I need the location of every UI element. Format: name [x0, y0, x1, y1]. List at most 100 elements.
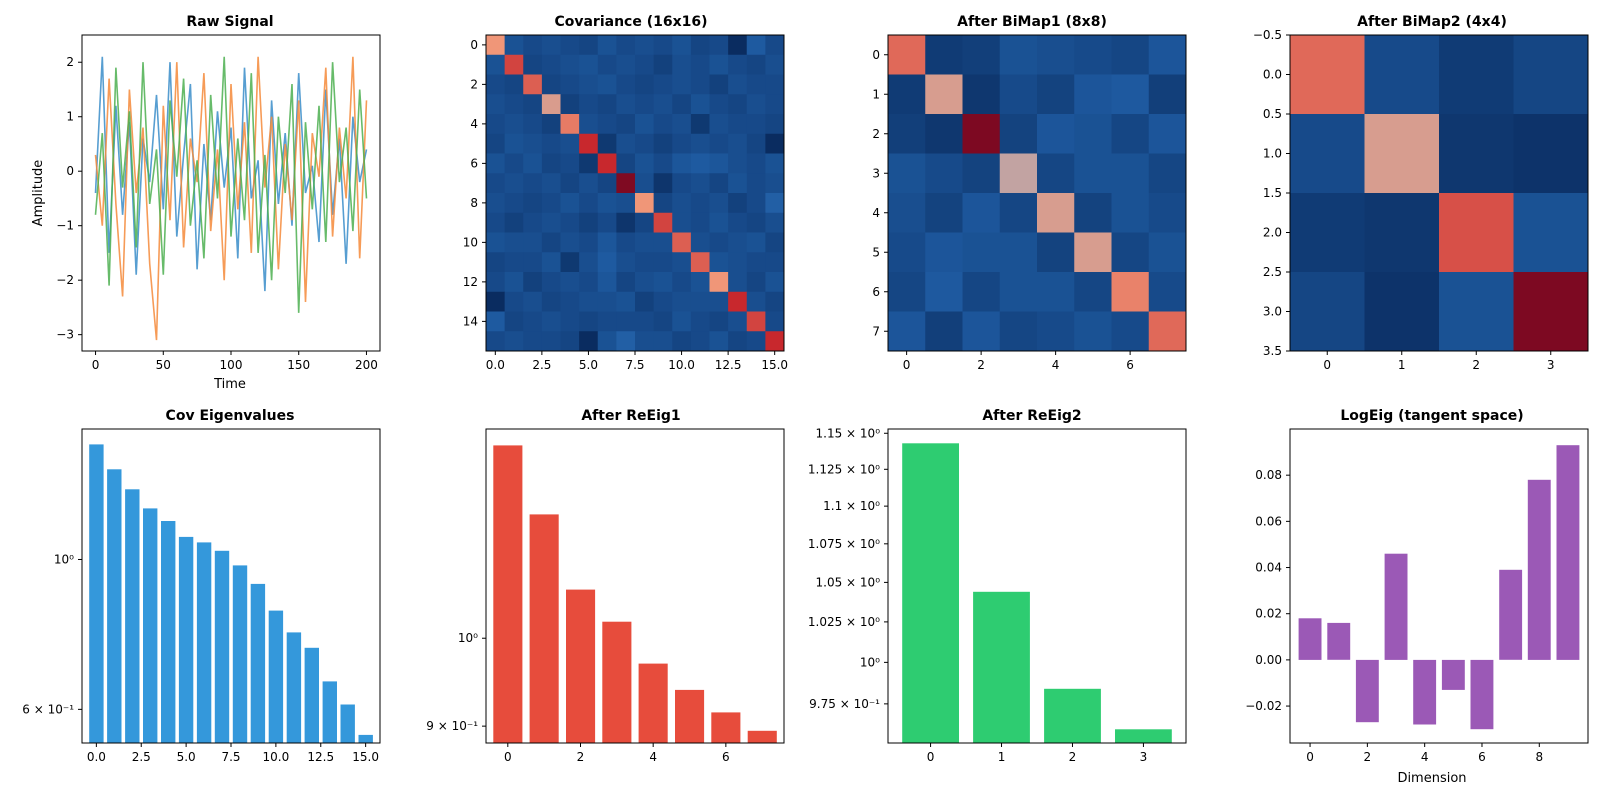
heatmap-cell [1037, 114, 1075, 154]
heatmap-cell [523, 272, 543, 293]
heatmap-cell [765, 54, 785, 75]
heatmap-cell [690, 74, 710, 95]
y-tick-label: 0 [872, 48, 880, 62]
heatmap-cell [560, 193, 580, 214]
x-tick-label: 0 [92, 358, 100, 372]
heatmap-cell [1037, 311, 1075, 352]
bar [1298, 618, 1322, 660]
heatmap-cell [579, 114, 599, 135]
bar [747, 730, 777, 743]
heatmap-cell [523, 153, 543, 174]
heatmap-cell [579, 252, 599, 273]
heatmap-cell [653, 173, 673, 194]
y-tick-label: 2.5 [1263, 265, 1282, 279]
bar [1413, 659, 1437, 725]
heatmap-cell [579, 212, 599, 233]
heatmap-cell [765, 252, 785, 273]
heatmap-cell [653, 114, 673, 135]
heatmap-cell [579, 311, 599, 332]
heatmap-cell [579, 232, 599, 253]
bar [493, 445, 523, 743]
reeig2-title: After ReEig2 [982, 408, 1081, 424]
heatmap-cell [635, 232, 655, 253]
logeig-title: LogEig (tangent space) [1340, 408, 1523, 424]
heatmap-cell [635, 252, 655, 273]
heatmap-cell [579, 133, 599, 154]
heatmap-cell [1513, 193, 1589, 273]
x-tick-label: 12.5 [307, 750, 334, 764]
heatmap-cell [728, 272, 748, 293]
heatmap-cell [504, 272, 524, 293]
heatmap-cell [690, 94, 710, 115]
heatmap-cell [597, 35, 617, 56]
heatmap-cell [523, 173, 543, 194]
heatmap-cell [672, 74, 692, 95]
x-tick-label: 0 [1323, 358, 1331, 372]
heatmap-cell [746, 331, 766, 352]
y-tick-label: 2 [872, 127, 880, 141]
x-tick-label: 0.0 [87, 750, 106, 764]
heatmap-cell [1148, 311, 1187, 352]
heatmap-cell [962, 114, 1001, 154]
heatmap-cell [999, 74, 1038, 115]
heatmap-cell [962, 272, 1001, 312]
bar [529, 514, 559, 743]
heatmap-cell [560, 74, 580, 95]
bar [1527, 479, 1551, 660]
covariance-title: Covariance (16x16) [554, 14, 707, 30]
y-tick-label: 2 [66, 55, 74, 69]
bar [638, 663, 668, 743]
heatmap-cell [1037, 153, 1075, 194]
reeig1-title: After ReEig1 [581, 408, 680, 424]
bar [161, 521, 176, 743]
bar [1044, 688, 1101, 743]
heatmap-cell [597, 232, 617, 253]
heatmap-cell [541, 272, 561, 293]
x-tick-label: 4 [1421, 750, 1429, 764]
x-tick-label: 5.0 [579, 358, 598, 372]
heatmap-cell [765, 153, 785, 174]
heatmap-cell [690, 54, 710, 75]
heatmap-cell [635, 74, 655, 95]
panel-covariance: Covariance (16x16) [554, 14, 707, 30]
y-tick-label: 0.02 [1255, 607, 1282, 621]
heatmap-cell [888, 272, 926, 312]
heatmap-cell [925, 311, 963, 352]
panel-reeig2: After ReEig2 [982, 408, 1081, 424]
heatmap-cell [1074, 232, 1112, 273]
heatmap-cell [672, 331, 692, 352]
heatmap-cell [560, 311, 580, 332]
heatmap-cell [1439, 35, 1514, 115]
heatmap-cell [635, 212, 655, 233]
heatmap-cell [746, 232, 766, 253]
y-tick-label: −0.02 [1245, 699, 1282, 713]
heatmap-cell [541, 54, 561, 75]
raw-signal-xlabel: Time [213, 377, 246, 392]
heatmap-cell [560, 252, 580, 273]
x-tick-label: 7.5 [221, 750, 240, 764]
bar [178, 536, 194, 743]
y-tick-label: 6 [470, 156, 478, 170]
bar [214, 550, 230, 743]
heatmap-cell [653, 153, 673, 174]
heatmap-cell [1439, 193, 1514, 273]
heatmap-cell [541, 252, 561, 273]
cov-eigenvalues-title: Cov Eigenvalues [166, 408, 295, 424]
y-tick-label: 0.00 [1255, 653, 1282, 667]
plot-frame [485, 428, 785, 744]
heatmap-cell [672, 114, 692, 135]
heatmap-cell [765, 133, 785, 154]
heatmap-cell [653, 35, 673, 56]
y-tick-label: 7 [872, 324, 880, 338]
heatmap-cell [1290, 272, 1365, 352]
bar [1556, 445, 1580, 660]
heatmap-cell [560, 54, 580, 75]
heatmap-cell [579, 173, 599, 194]
series-line-2 [94, 56, 368, 313]
heatmap-cell [728, 74, 748, 95]
heatmap-cell [962, 153, 1001, 194]
heatmap-cell [1439, 114, 1514, 194]
heatmap-cell [597, 193, 617, 214]
heatmap-cell [486, 311, 506, 332]
heatmap-cell [746, 252, 766, 273]
